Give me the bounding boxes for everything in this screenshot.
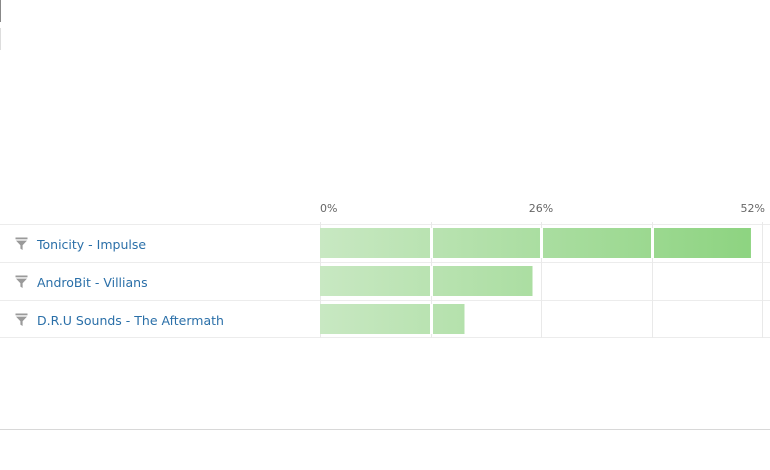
table-row: AndroBit - Villians	[0, 262, 770, 300]
row-label: AndroBit - Villians	[15, 263, 148, 301]
bar-separator	[540, 228, 543, 258]
bar-separator	[651, 228, 654, 258]
table-row: D.R.U Sounds - The Aftermath	[0, 300, 770, 338]
bar-separator	[430, 304, 433, 334]
track-link[interactable]: AndroBit - Villians	[37, 274, 148, 290]
tick-layer: 0% 26% 52%	[320, 202, 765, 215]
bar[interactable]	[320, 304, 465, 334]
track-link[interactable]: Tonicity - Impulse	[37, 236, 147, 252]
x-tick-label: 26%	[529, 202, 553, 215]
tracks-table: Tonicity - Impulse AndroBit - Villians D…	[0, 224, 770, 338]
bar-layer	[320, 228, 751, 334]
bar[interactable]	[320, 228, 751, 258]
track-link[interactable]: D.R.U Sounds - The Aftermath	[37, 312, 224, 328]
row-label: Tonicity - Impulse	[15, 225, 146, 263]
filter-icon[interactable]	[15, 275, 28, 289]
bar-separator	[430, 228, 433, 258]
table-row: Tonicity - Impulse	[0, 224, 770, 262]
row-label: D.R.U Sounds - The Aftermath	[15, 301, 224, 339]
footer-divider	[0, 429, 770, 430]
filter-icon[interactable]	[15, 237, 28, 251]
x-tick-label: 0%	[320, 202, 337, 215]
filter-icon[interactable]	[15, 313, 28, 327]
corner-mark-light	[0, 28, 1, 50]
bar-separator	[430, 266, 433, 296]
x-tick-label: 52%	[741, 202, 765, 215]
corner-mark	[0, 0, 1, 22]
bar[interactable]	[320, 266, 533, 296]
